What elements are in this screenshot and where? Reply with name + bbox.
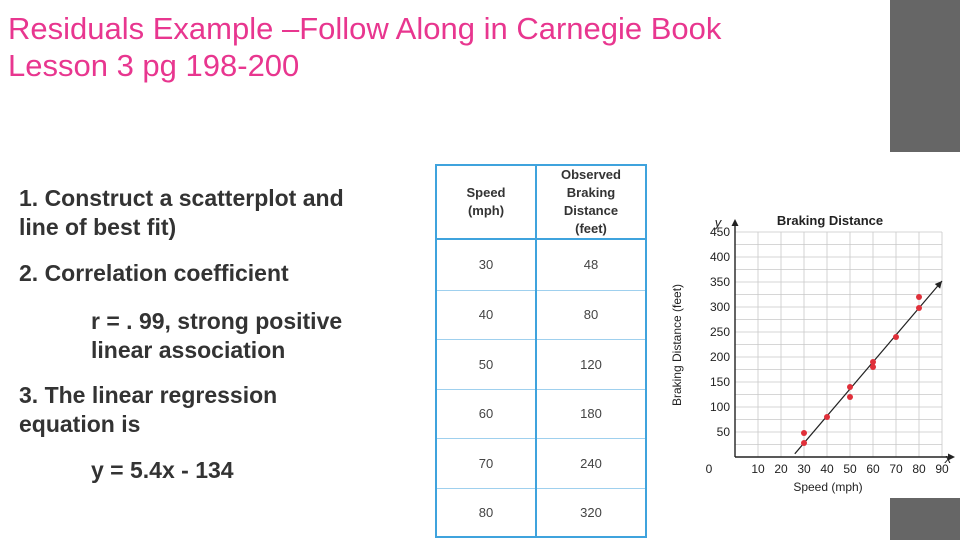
distance-cell: 48: [583, 257, 599, 273]
regression-equation-text: y = 5.4x - 134: [91, 457, 234, 483]
title-line-1: Residuals Example –Follow Along in Carne…: [8, 11, 722, 46]
x-tick-label: 10: [751, 462, 765, 476]
speed-cell: 50: [437, 339, 537, 390]
right-accent-bar-top: [890, 0, 960, 152]
step-1-text: 1. Construct a scatterplot and line of b…: [19, 184, 344, 242]
data-point: [847, 394, 853, 400]
table-row: 60 180: [437, 388, 645, 439]
step-2-detail: r = . 99, strong positive linear associa…: [91, 307, 342, 365]
y-tick-label: 300: [710, 300, 730, 314]
y-tick-label: 450: [710, 225, 730, 239]
distance-header-line-4: (feet): [575, 221, 607, 236]
data-point: [824, 414, 830, 420]
step-3-line-1: 3. The linear regression: [19, 382, 278, 408]
step-1-line-1: 1. Construct a scatterplot and: [19, 185, 344, 211]
y-axis-letter: y: [714, 215, 723, 230]
table-row: 30 48: [437, 239, 645, 291]
chart-title: Braking Distance: [777, 213, 883, 228]
distance-cell: 240: [536, 438, 645, 489]
slide-title: Residuals Example –Follow Along in Carne…: [8, 10, 888, 84]
y-tick-label: 350: [710, 275, 730, 289]
speed-cell: 80: [437, 487, 537, 536]
x-tick-label: 80: [912, 462, 926, 476]
trend-line-arrow-icon: [934, 281, 942, 289]
y-axis-arrow-icon: [731, 219, 739, 226]
distance-column-header: Observed Braking Distance (feet): [536, 166, 645, 240]
step-3-line-2: equation is: [19, 411, 141, 437]
x-tick-label: 90: [935, 462, 949, 476]
step-3-text: 3. The linear regression equation is: [19, 381, 277, 439]
origin-label: 0: [706, 462, 713, 476]
step-2-detail-line-2: linear association: [91, 337, 286, 363]
x-axis-arrow-icon: [948, 453, 955, 461]
speed-column-header: Speed (mph): [437, 166, 537, 240]
data-point: [870, 364, 876, 370]
step-2-detail-line-1: r = . 99, strong positive: [91, 308, 343, 334]
speed-cell: 70: [437, 438, 537, 489]
step-1-line-2: line of best fit): [19, 214, 177, 240]
y-tick-label: 100: [710, 400, 730, 414]
x-tick-label: 20: [774, 462, 788, 476]
distance-cell: 120: [536, 339, 645, 390]
regression-equation: y = 5.4x - 134: [91, 456, 234, 485]
data-point: [801, 430, 807, 436]
scatter-plot-svg: Braking Distance y x 0 Speed (mph) Braki…: [670, 213, 955, 494]
table-row: 50 120: [437, 339, 645, 390]
y-tick-label: 150: [710, 375, 730, 389]
braking-distance-chart: Braking Distance y x 0 Speed (mph) Braki…: [660, 205, 956, 502]
speed-cell: 60: [437, 388, 537, 439]
step-2-text: 2. Correlation coefficient: [19, 259, 289, 288]
distance-header-line-1: Observed: [561, 167, 621, 182]
title-line-2: Lesson 3 pg 198-200: [8, 48, 300, 83]
y-axis-label: Braking Distance (feet): [670, 284, 684, 406]
data-point: [801, 440, 807, 446]
table-row: 70 240: [437, 438, 645, 489]
right-accent-bar-bottom: [890, 498, 960, 540]
step-2-line: 2. Correlation coefficient: [19, 260, 289, 286]
data-point: [893, 334, 899, 340]
table-row: 80 320: [437, 487, 645, 536]
data-point: [847, 384, 853, 390]
x-tick-label: 70: [889, 462, 903, 476]
distance-header-line-2: Braking: [566, 185, 616, 200]
speed-header-line-2: (mph): [467, 203, 505, 218]
speed-cell: 30: [437, 239, 537, 291]
y-tick-label: 200: [710, 350, 730, 364]
table-row: 40 80: [437, 289, 645, 340]
speed-cell: 40: [437, 289, 537, 340]
y-tick-label: 50: [717, 425, 731, 439]
x-tick-label: 40: [820, 462, 834, 476]
distance-cell: 320: [536, 487, 645, 536]
braking-data-table: Speed (mph) Observed Braking Distance (f…: [435, 164, 647, 538]
x-axis-letter: x: [944, 451, 952, 466]
data-point: [870, 359, 876, 365]
data-point: [916, 294, 922, 300]
x-tick-label: 60: [866, 462, 880, 476]
x-tick-label: 30: [797, 462, 811, 476]
y-tick-label: 400: [710, 250, 730, 264]
x-tick-label: 50: [843, 462, 857, 476]
speed-header-line-1: Speed: [466, 185, 506, 200]
data-point: [916, 305, 922, 311]
distance-cell: 180: [536, 388, 645, 439]
distance-cell: 80: [536, 289, 645, 340]
x-axis-label: Speed (mph): [793, 480, 862, 494]
distance-header-line-3: Distance: [563, 203, 619, 218]
y-tick-label: 250: [710, 325, 730, 339]
